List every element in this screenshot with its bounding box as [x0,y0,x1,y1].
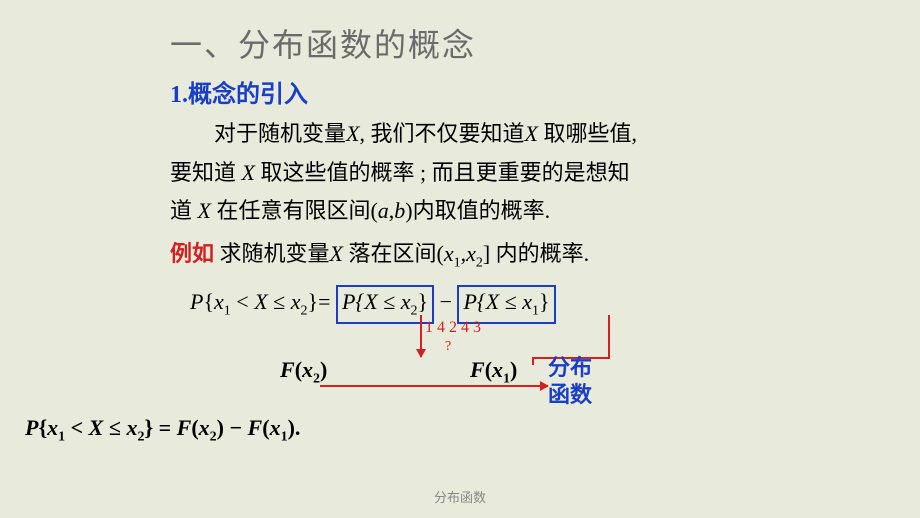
x: x [214,289,224,314]
text: ] 内的概率. [483,241,589,266]
brace: } [144,415,153,440]
arrow-right-icon [320,385,548,387]
variable-X: X [198,198,211,223]
equation-1: P{x1 < X ≤ x2}= P{X ≤ x2} − P{X ≤ x1} [190,285,556,323]
boxed-term-2: P{X ≤ x1} [457,285,555,323]
le: ≤ [103,415,126,440]
text: 求随机变量 [214,241,330,266]
paragraph-3: 道 X 在任意有限区间(a,b)内取值的概率. [170,192,750,231]
equation-2: P{x1 < X ≤ x2} = F(x2) − F(x1). [25,415,300,445]
text: 道 [170,198,198,223]
connector-line [532,357,534,365]
F: F [280,357,295,382]
x2: x2 [291,289,308,314]
paren: ( [191,415,198,440]
paren: ( [262,415,269,440]
X: X [254,289,267,314]
sub: 1 [532,304,539,319]
x: x [291,289,301,314]
P-le-x2: P{X ≤ x [342,289,411,314]
lt: < [65,415,89,440]
x: x [126,415,137,440]
label-line2: 函数 [548,382,592,408]
P-le-x1: P{X ≤ x [463,289,532,314]
footer-label: 分布函数 [0,487,920,506]
minus: − [224,415,248,440]
paragraph-2: 要知道 X 取这些值的概率 ; 而且更重要的是想知 [170,154,750,193]
P: P [25,415,38,440]
F-x2-label: F(x2) [280,357,327,387]
x1: x1 [214,289,231,314]
x2: x2 [466,241,483,266]
F: F [470,357,485,382]
minus: − [434,289,457,314]
paren: ) [320,357,327,382]
paragraph-1: 对于随机变量X, 我们不仅要知道X 取哪些值, [170,115,750,154]
variable-b: b [394,198,405,223]
x1: x1 [444,241,461,266]
equals: = [153,415,177,440]
equals: = [318,289,330,314]
x1-sub: 1 [454,255,461,270]
under-brace-text: 1 4 2 4 3 [425,319,481,337]
x2-sub: 2 [476,255,483,270]
x: x [47,415,58,440]
example-line: 例如 求随机变量X 落在区间(x1,x2] 内的概率. [170,235,750,276]
variable-X: X [242,160,255,185]
example-label: 例如 [170,241,214,266]
lt: < [231,289,254,314]
brace: { [203,289,214,314]
F-x1-label: F(x1) [470,357,517,387]
sub: 2 [313,372,320,387]
brace: } [308,289,319,314]
text: 对于随机变量 [214,121,346,146]
text: 落在区间( [343,241,444,266]
question-mark: ? [445,339,451,355]
variable-X: X [346,121,359,146]
math-derivation-area: P{x1 < X ≤ x2}= P{X ≤ x2} − P{X ≤ x1} 1 … [170,285,750,505]
F: F [177,415,192,440]
variable-a: a [378,198,389,223]
text: 要知道 [170,160,242,185]
sub: 1 [281,430,288,445]
x2-base: x [466,241,476,266]
F: F [248,415,263,440]
main-title: 一、分布函数的概念 [170,20,750,66]
text: 取这些值的概率 ; 而且更重要的是想知 [255,160,630,185]
label-line1: 分布 [548,355,592,381]
arrow-down-icon [420,315,422,357]
distribution-function-label: 分布 函数 [548,355,592,408]
sub: 2 [411,304,418,319]
arrow-down-icon [608,315,610,357]
sub: 2 [301,304,308,319]
text: )内取值的概率. [405,198,550,223]
x: x [270,415,281,440]
x: x [302,357,313,382]
variable-X: X [330,241,343,266]
brace: { [38,415,47,440]
paren: ( [485,357,492,382]
paren: ( [295,357,302,382]
brace: } [539,289,550,314]
brace: } [418,289,429,314]
x: x [199,415,210,440]
text: 在任意有限区间( [211,198,378,223]
X: X [89,415,104,440]
paren: ) [510,357,517,382]
sub: 2 [210,430,217,445]
x1-base: x [444,241,454,266]
variable-X: X [524,121,537,146]
le: ≤ [268,289,291,314]
text: , 我们不仅要知道 [359,121,524,146]
section-subtitle: 1.概念的引入 [170,74,750,109]
paren-period: ). [288,415,301,440]
sub: 1 [224,304,231,319]
slide-content: 一、分布函数的概念 1.概念的引入 对于随机变量X, 我们不仅要知道X 取哪些值… [0,0,920,505]
x: x [492,357,503,382]
P: P [190,289,203,314]
paren: ) [217,415,224,440]
text: 取哪些值, [538,121,637,146]
